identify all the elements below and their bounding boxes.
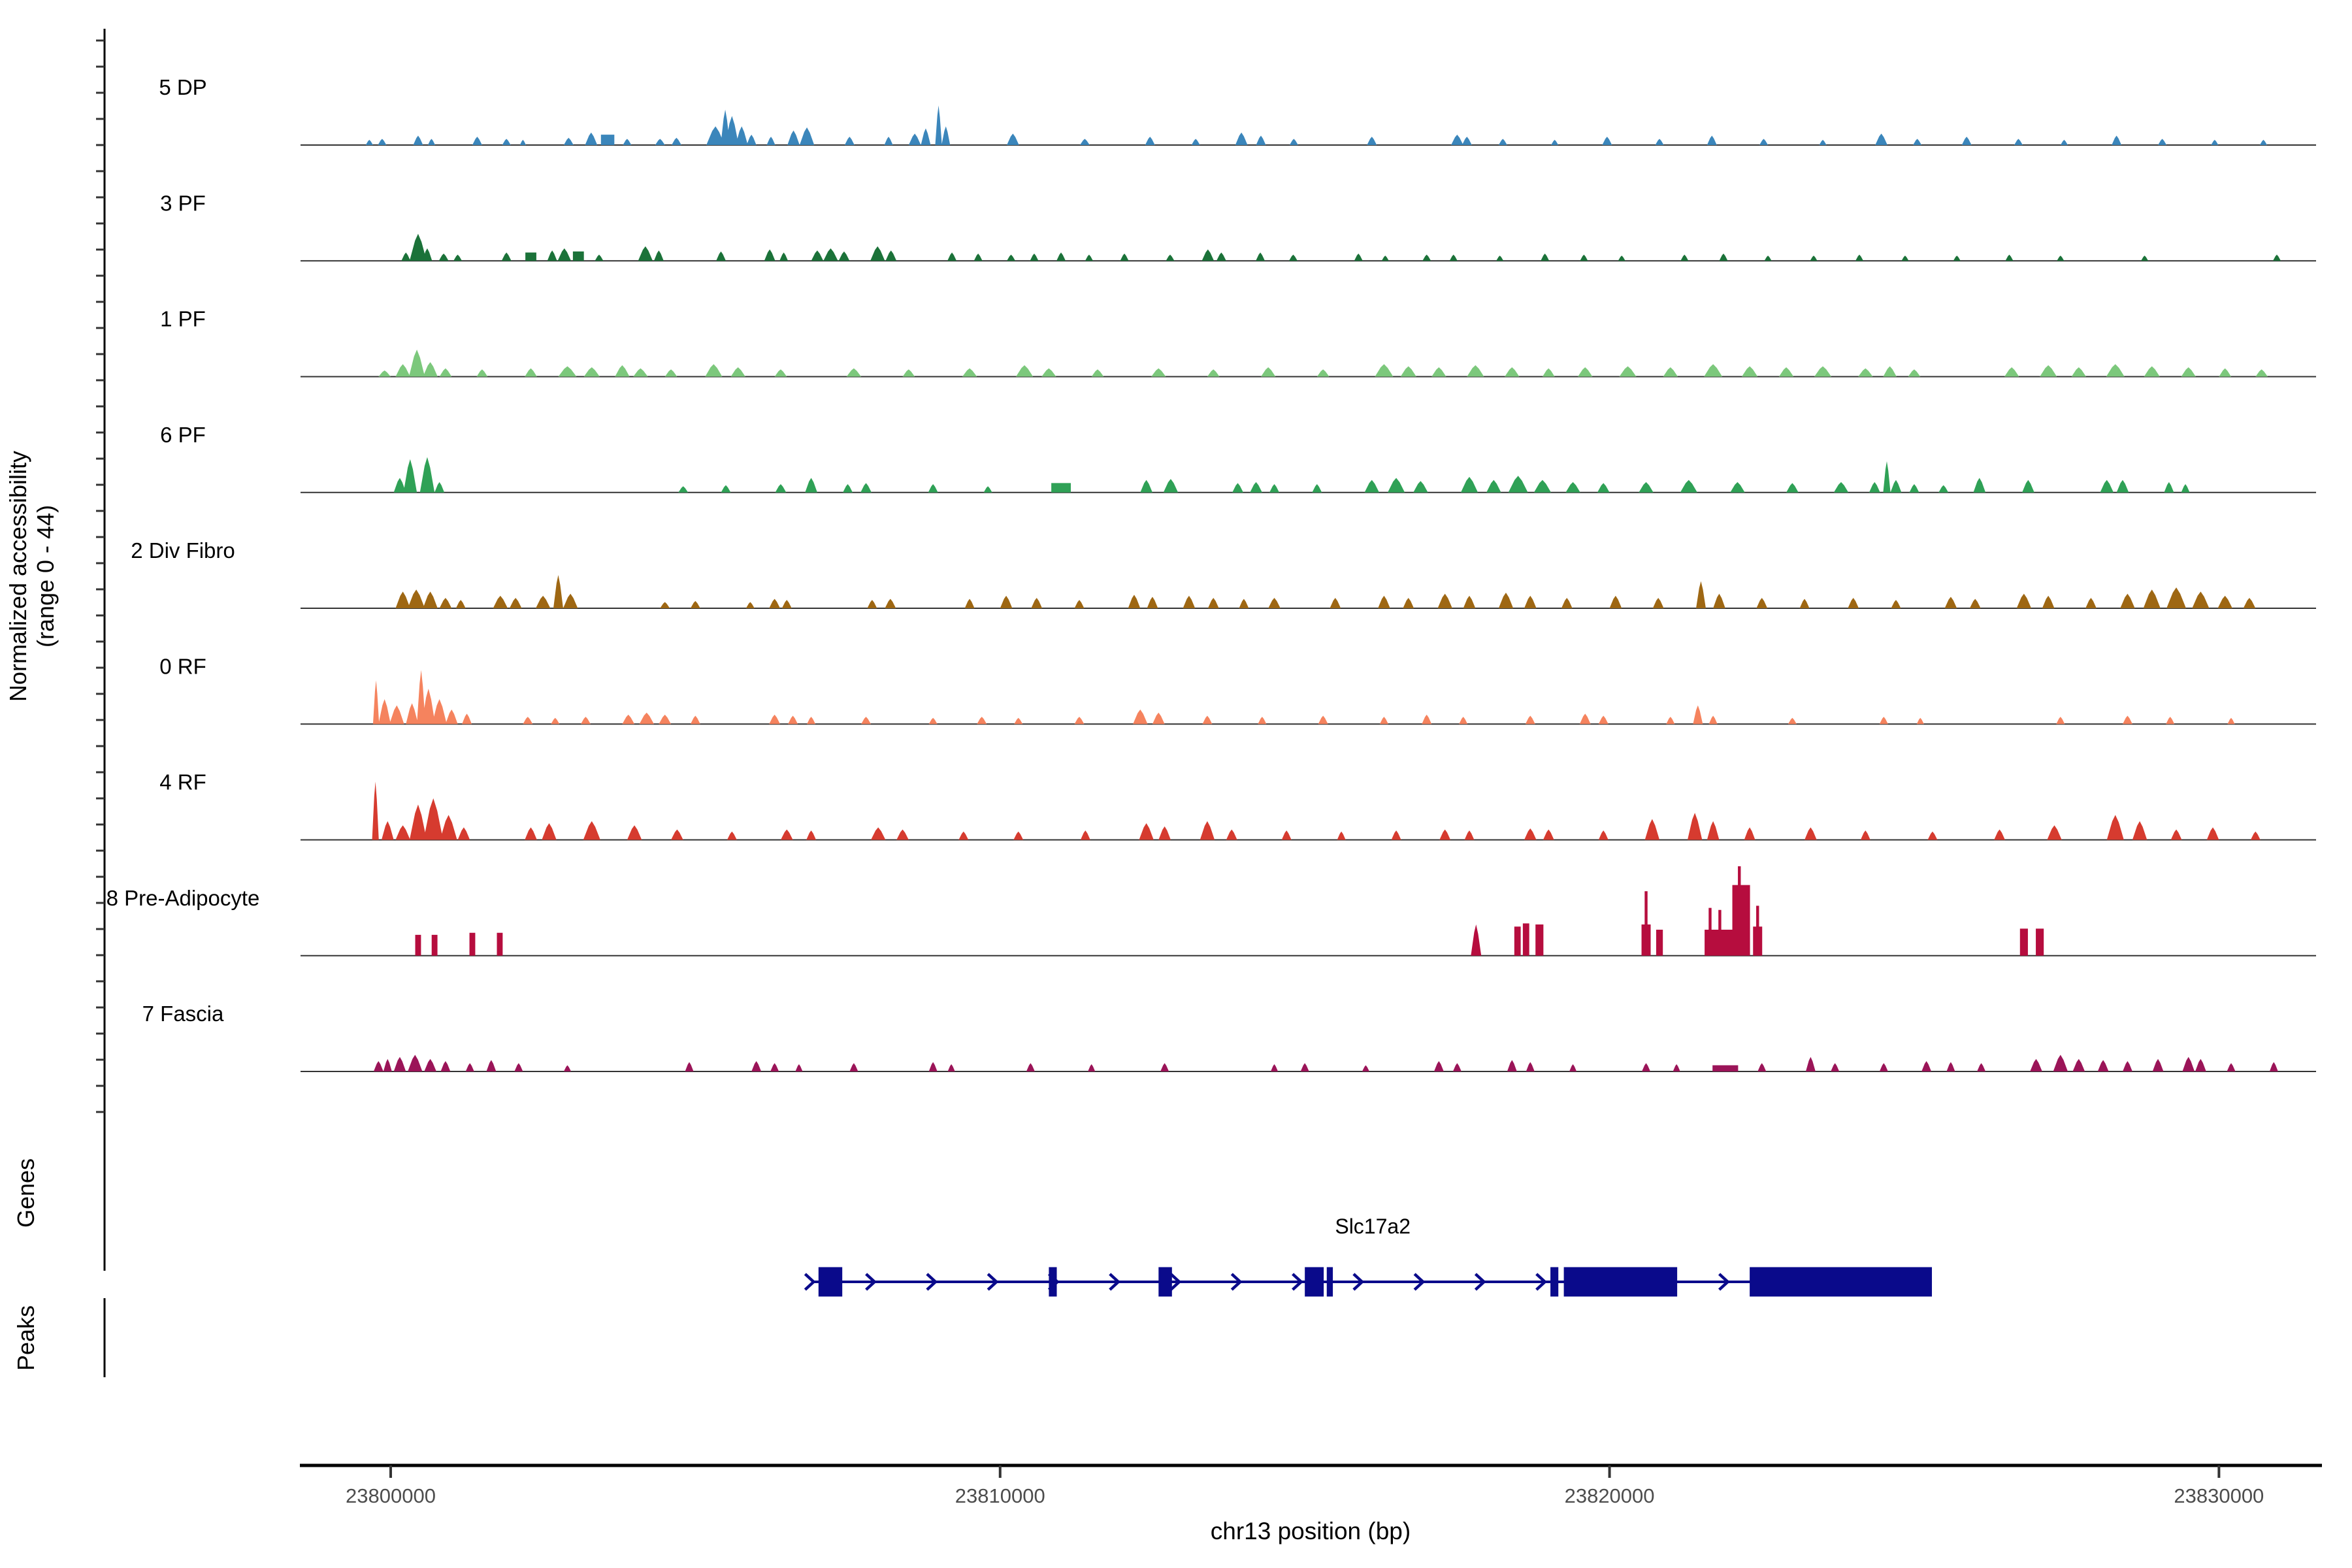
y-axis-ticks <box>96 39 105 1113</box>
track-3-pf: 3 PF <box>160 191 2316 262</box>
peaks-section: Peaks <box>12 1298 106 1377</box>
track-6-pf: 6 PF <box>160 423 2316 493</box>
track-5-dp: 5 DP <box>159 75 2316 146</box>
track-signal <box>365 105 2268 145</box>
track-signal <box>372 781 2261 840</box>
track-label: 2 Div Fibro <box>131 538 235 563</box>
track-signal <box>378 350 2268 377</box>
track-0-rf: 0 RF <box>159 654 2316 725</box>
track-label: 5 DP <box>159 75 206 99</box>
coverage-tracks: 5 DP 3 PF 1 PF 6 PF 2 Div Fibro 0 RF 4 R… <box>106 75 2316 1072</box>
genes-section-label: Genes <box>12 1158 39 1228</box>
track-label: 0 RF <box>159 654 206 678</box>
track-label: 7 Fascia <box>142 1002 224 1026</box>
genes-section: Genes Slc17a2 <box>12 1114 1933 1297</box>
track-label: 4 RF <box>159 770 206 794</box>
track-label: 8 Pre-Adipocyte <box>106 886 260 910</box>
gene-model: Slc17a2 <box>804 1215 1933 1297</box>
track-8-pre-adipocyte: 8 Pre-Adipocyte <box>106 866 2316 956</box>
gene-exons <box>818 1267 1933 1297</box>
track-4-rf: 4 RF <box>159 770 2316 841</box>
track-signal <box>373 1054 2278 1071</box>
track-label: 6 PF <box>160 423 206 447</box>
x-tick-label: 23800000 <box>346 1484 436 1507</box>
y-axis-label-line2: (range 0 - 44) <box>32 505 59 647</box>
track-2-div-fibro: 2 Div Fibro <box>131 538 2316 609</box>
y-axis: Normalized accessibility (range 0 - 44) <box>5 29 106 1124</box>
track-7-fascia: 7 Fascia <box>142 1002 2316 1072</box>
track-signal <box>415 866 2044 956</box>
x-axis-title: chr13 position (bp) <box>1211 1518 1411 1544</box>
track-signal <box>401 233 2281 261</box>
x-axis-ticks: 23800000 23810000 23820000 23830000 <box>346 1465 2264 1507</box>
peaks-section-label: Peaks <box>12 1305 39 1371</box>
x-tick-label: 23820000 <box>1565 1484 1655 1507</box>
x-tick-label: 23830000 <box>2174 1484 2264 1507</box>
y-axis-label-line1: Normalized accessibility <box>5 451 31 702</box>
track-signal <box>395 575 2256 608</box>
gene-name-label: Slc17a2 <box>1335 1215 1411 1238</box>
track-label: 1 PF <box>160 307 206 331</box>
x-tick-label: 23810000 <box>955 1484 1045 1507</box>
track-signal <box>393 457 2190 493</box>
track-signal <box>372 670 2235 725</box>
x-axis: 23800000 23810000 23820000 23830000 chr13 p… <box>300 1463 2322 1544</box>
track-label: 3 PF <box>160 191 206 215</box>
track-1-pf: 1 PF <box>160 307 2316 378</box>
